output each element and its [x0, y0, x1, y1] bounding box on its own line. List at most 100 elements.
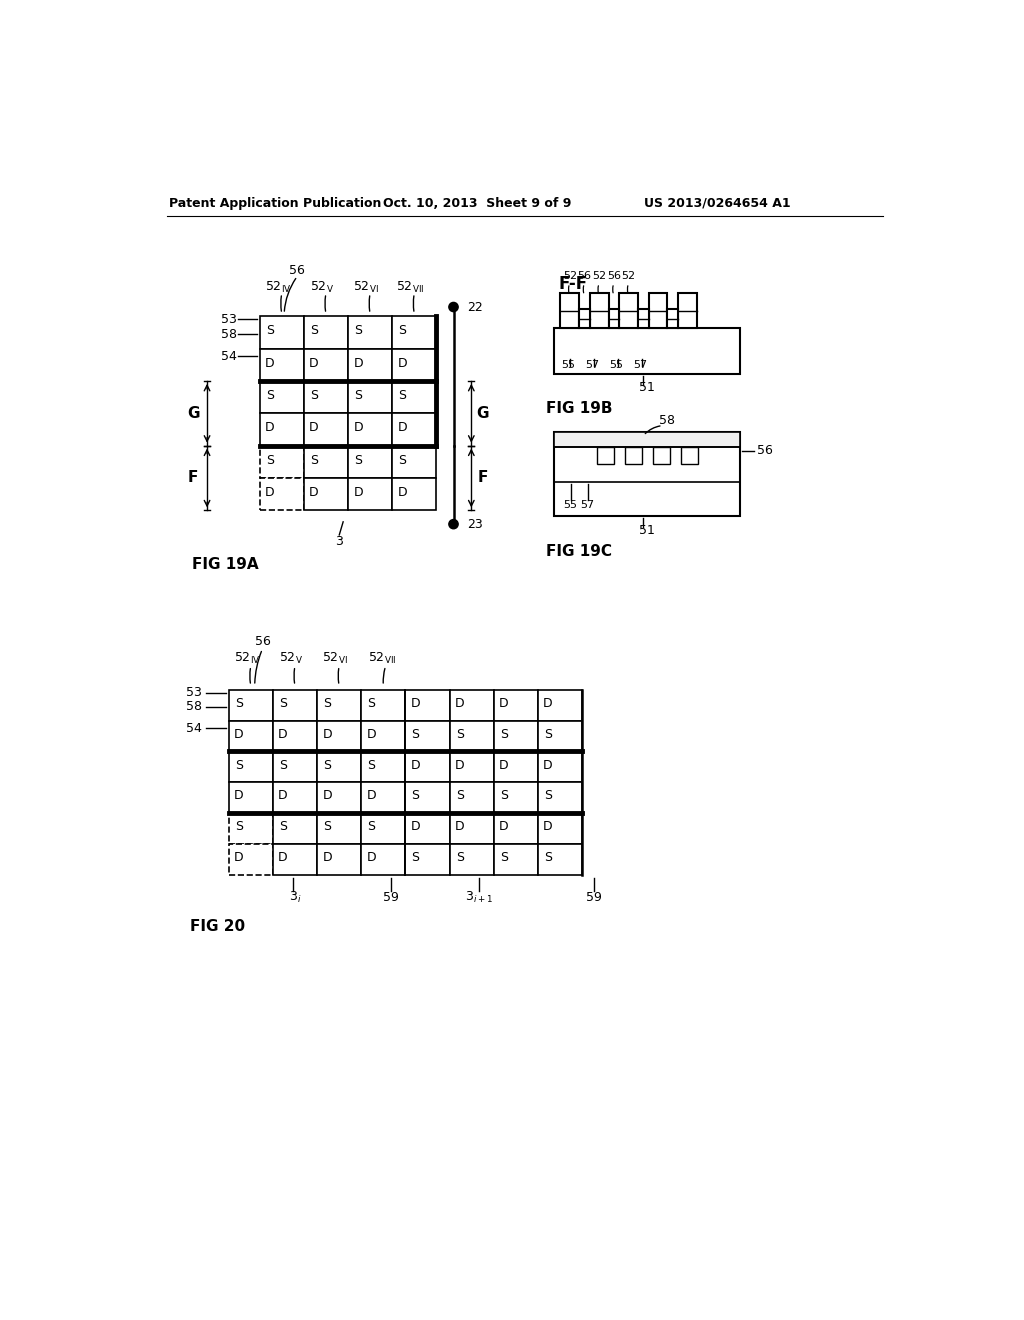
Text: D: D	[309, 421, 318, 434]
Bar	[406, 781, 450, 813]
Bar	[228, 781, 273, 813]
Bar	[317, 843, 361, 875]
Bar	[348, 317, 392, 348]
Text: D: D	[544, 820, 553, 833]
Text: D: D	[353, 486, 362, 499]
Bar	[681, 447, 697, 465]
Text: 55: 55	[561, 360, 575, 370]
Bar	[361, 689, 406, 721]
Text: D: D	[397, 421, 408, 434]
Text: D: D	[455, 697, 465, 710]
Text: $52_{\mathregular{VII}}$: $52_{\mathregular{VII}}$	[368, 651, 396, 667]
Bar	[348, 413, 392, 446]
Bar	[668, 309, 678, 327]
Text: S: S	[279, 820, 287, 833]
Text: 56: 56	[578, 271, 592, 281]
Text: 51: 51	[639, 524, 655, 537]
Bar	[538, 721, 583, 751]
Bar	[317, 781, 361, 813]
Circle shape	[449, 520, 458, 529]
Text: 58: 58	[221, 327, 237, 341]
Text: 54: 54	[221, 350, 237, 363]
Text: D: D	[397, 486, 408, 499]
Bar	[406, 689, 450, 721]
Text: 53: 53	[186, 686, 202, 700]
Text: 54: 54	[186, 722, 202, 735]
Bar	[304, 317, 348, 348]
Text: $52_{\mathregular{VI}}$: $52_{\mathregular{VI}}$	[353, 280, 379, 294]
Text: S: S	[234, 759, 243, 772]
Text: G: G	[186, 405, 200, 421]
Bar	[590, 293, 608, 327]
Text: D: D	[544, 759, 553, 772]
Bar	[579, 309, 590, 327]
Text: 59: 59	[586, 891, 602, 904]
Bar	[450, 721, 494, 751]
Text: D: D	[323, 727, 332, 741]
Text: S: S	[310, 325, 318, 338]
Text: FIG 19C: FIG 19C	[547, 544, 612, 558]
Bar	[348, 348, 392, 381]
Text: 59: 59	[383, 891, 399, 904]
Bar	[450, 689, 494, 721]
Text: 58: 58	[186, 700, 202, 713]
Text: D: D	[234, 789, 244, 803]
Bar	[392, 317, 436, 348]
Text: S: S	[266, 325, 273, 338]
Text: S: S	[324, 820, 331, 833]
Bar	[554, 327, 740, 374]
Text: 56: 56	[758, 445, 773, 458]
Text: S: S	[368, 759, 376, 772]
Circle shape	[449, 302, 458, 312]
Text: D: D	[265, 356, 274, 370]
Bar	[304, 446, 348, 478]
Bar	[494, 721, 538, 751]
Bar	[273, 843, 317, 875]
Bar	[228, 813, 273, 843]
Bar	[317, 721, 361, 751]
Text: S: S	[398, 389, 407, 403]
Text: S: S	[266, 389, 273, 403]
Text: 56: 56	[255, 635, 270, 648]
Text: D: D	[265, 486, 274, 499]
Bar	[361, 843, 406, 875]
Text: D: D	[265, 421, 274, 434]
Text: S: S	[279, 697, 287, 710]
Text: S: S	[368, 820, 376, 833]
Text: S: S	[354, 454, 362, 467]
Text: D: D	[279, 789, 288, 803]
Bar	[304, 413, 348, 446]
Text: F: F	[478, 470, 488, 486]
Bar	[538, 781, 583, 813]
Bar	[406, 751, 450, 781]
Text: S: S	[279, 759, 287, 772]
Text: FIG 19B: FIG 19B	[547, 401, 613, 416]
Text: S: S	[234, 697, 243, 710]
Text: FIG 20: FIG 20	[190, 919, 245, 935]
Bar	[260, 317, 304, 348]
Bar	[228, 689, 273, 721]
Text: 52: 52	[622, 271, 636, 281]
Bar	[406, 721, 450, 751]
Text: S: S	[310, 389, 318, 403]
Bar	[228, 721, 273, 751]
Text: D: D	[499, 759, 509, 772]
Bar	[608, 309, 620, 327]
Bar	[538, 843, 583, 875]
Bar	[273, 689, 317, 721]
Text: S: S	[412, 789, 420, 803]
Text: S: S	[412, 851, 420, 865]
Text: G: G	[477, 405, 489, 421]
Text: 52: 52	[592, 271, 606, 281]
Text: D: D	[499, 820, 509, 833]
Bar	[620, 293, 638, 327]
Text: S: S	[368, 697, 376, 710]
Bar	[260, 381, 304, 413]
Bar	[649, 293, 668, 327]
Text: 57: 57	[585, 360, 599, 370]
Bar	[392, 348, 436, 381]
Bar	[260, 446, 304, 478]
Text: D: D	[411, 820, 420, 833]
Text: 56: 56	[290, 264, 305, 277]
Text: 58: 58	[658, 413, 675, 426]
